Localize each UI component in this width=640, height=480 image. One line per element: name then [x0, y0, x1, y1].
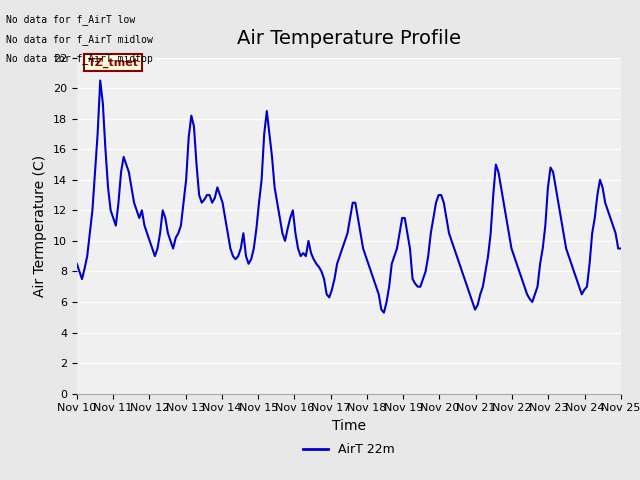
Text: No data for f_AirT midtop: No data for f_AirT midtop: [6, 53, 153, 64]
Legend: AirT 22m: AirT 22m: [298, 438, 399, 461]
Text: No data for f_AirT low: No data for f_AirT low: [6, 14, 136, 25]
X-axis label: Time: Time: [332, 419, 366, 433]
Text: TZ_tmet: TZ_tmet: [88, 57, 139, 68]
Y-axis label: Air Termperature (C): Air Termperature (C): [33, 155, 47, 297]
Title: Air Temperature Profile: Air Temperature Profile: [237, 29, 461, 48]
Text: No data for f_AirT midlow: No data for f_AirT midlow: [6, 34, 153, 45]
